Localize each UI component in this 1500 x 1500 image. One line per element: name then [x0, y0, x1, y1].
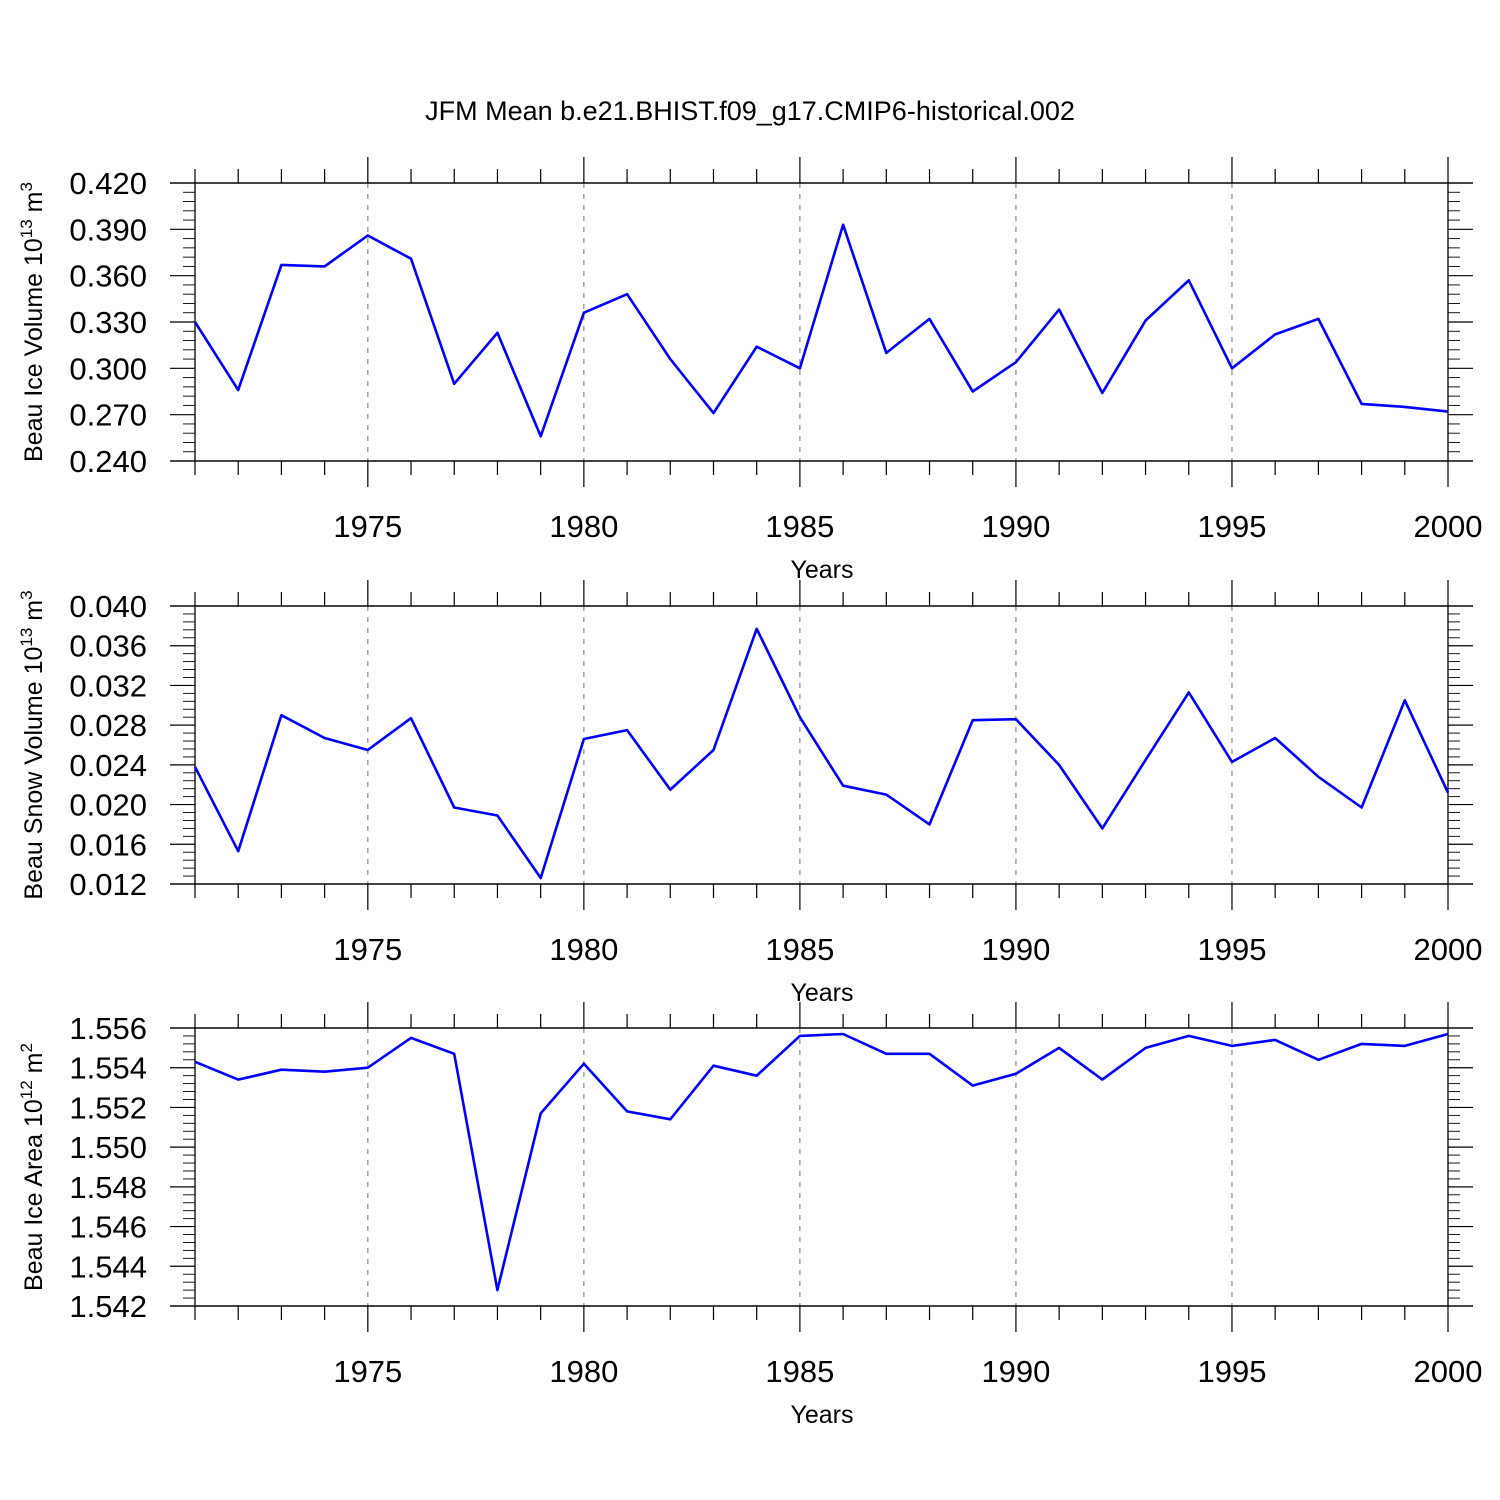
y-axis-label-superscript: 13 [17, 219, 36, 238]
panel-1: 0.240 0.270 0.300 0.330 0.360 0.390 0.420 1975 1… [17, 157, 1482, 584]
y-tick-label: 0.420 [69, 166, 147, 201]
x-tick-label: 1990 [981, 509, 1050, 544]
x-tick-label: 1995 [1197, 932, 1266, 967]
y-axis-label: Beau Snow Volume 1013 m3 [17, 590, 48, 899]
y-tick-label: 1.548 [69, 1170, 147, 1205]
y-axis-label-text: Beau Ice Volume 10 [20, 238, 48, 462]
x-tick-label: 1995 [1197, 1354, 1266, 1389]
x-axis-label: Years [790, 556, 853, 584]
x-tick-label: 1995 [1197, 509, 1266, 544]
x-tick-label: 1975 [333, 932, 402, 967]
y-axis-label-text: Beau Ice Area 10 [20, 1099, 48, 1291]
y-tick-label: 1.556 [69, 1011, 147, 1046]
x-tick-label: 2000 [1414, 932, 1483, 967]
x-tick-label: 2000 [1414, 509, 1483, 544]
chart-title: JFM Mean b.e21.BHIST.f09_g17.CMIP6-histo… [425, 96, 1075, 126]
y-tick-label: 0.040 [69, 589, 147, 624]
x-tick-label: 1980 [549, 509, 618, 544]
x-tick-label: 1985 [765, 932, 834, 967]
y-tick-label: 0.360 [69, 259, 147, 294]
y-tick-label: 0.300 [69, 351, 147, 386]
y-axis-label: Beau Ice Area 1012 m2 [17, 1043, 48, 1291]
data-line [194, 1032, 1449, 1292]
y-tick-label: 1.550 [69, 1130, 147, 1165]
y-tick-label: 0.024 [69, 748, 147, 783]
x-tick-label: 1975 [333, 509, 402, 544]
y-tick-label: 0.390 [69, 212, 147, 247]
plot-frame [194, 182, 1449, 462]
y-tick-label: 1.554 [69, 1051, 147, 1086]
x-tick-label: 1985 [765, 509, 834, 544]
y-tick-label: 0.330 [69, 305, 147, 340]
y-axis-label-superscript: 13 [17, 628, 36, 647]
x-tick-label: 1985 [765, 1354, 834, 1389]
panel-2: 0.012 0.016 0.020 0.024 0.028 0.032 0.036 0.040… [17, 580, 1482, 1007]
x-axis-label: Years [790, 979, 853, 1007]
y-axis-label-text: m [20, 191, 48, 219]
y-axis-label-superscript: 3 [17, 590, 36, 599]
y-axis-label-text: Beau Snow Volume 10 [20, 647, 48, 900]
y-tick-label: 1.542 [69, 1289, 147, 1324]
x-tick-label: 1980 [549, 932, 618, 967]
data-line [193, 223, 1449, 438]
x-tick-label: 1975 [333, 1354, 402, 1389]
y-tick-label: 0.016 [69, 827, 147, 862]
y-tick-label: 0.240 [69, 444, 147, 479]
y-tick-label: 1.546 [69, 1210, 147, 1245]
y-axis-label: Beau Ice Volume 1013 m3 [17, 182, 48, 462]
x-axis-label: Years [790, 1401, 853, 1429]
y-tick-label: 0.036 [69, 629, 147, 664]
y-tick-label: 0.270 [69, 398, 147, 433]
y-axis-label-text: m [20, 600, 48, 628]
y-tick-label: 0.020 [69, 788, 147, 823]
x-tick-label: 1990 [981, 1354, 1050, 1389]
x-tick-label: 2000 [1414, 1354, 1483, 1389]
y-axis-label-superscript: 12 [17, 1080, 36, 1099]
plot-frame [194, 1027, 1449, 1307]
y-tick-label: 0.012 [69, 867, 147, 902]
y-axis-label-superscript: 3 [17, 182, 36, 191]
y-tick-label: 0.028 [69, 708, 147, 743]
data-line [193, 627, 1450, 880]
y-tick-label: 1.544 [69, 1249, 147, 1284]
panel-3: 1.542 1.544 1.546 1.548 1.550 1.552 1.554 1.556… [17, 1002, 1482, 1429]
x-tick-label: 1990 [981, 932, 1050, 967]
y-axis-label-text: m [20, 1052, 48, 1080]
y-axis-label-superscript: 2 [17, 1043, 36, 1052]
y-tick-label: 0.032 [69, 668, 147, 703]
x-tick-label: 1980 [549, 1354, 618, 1389]
y-tick-label: 1.552 [69, 1090, 147, 1125]
